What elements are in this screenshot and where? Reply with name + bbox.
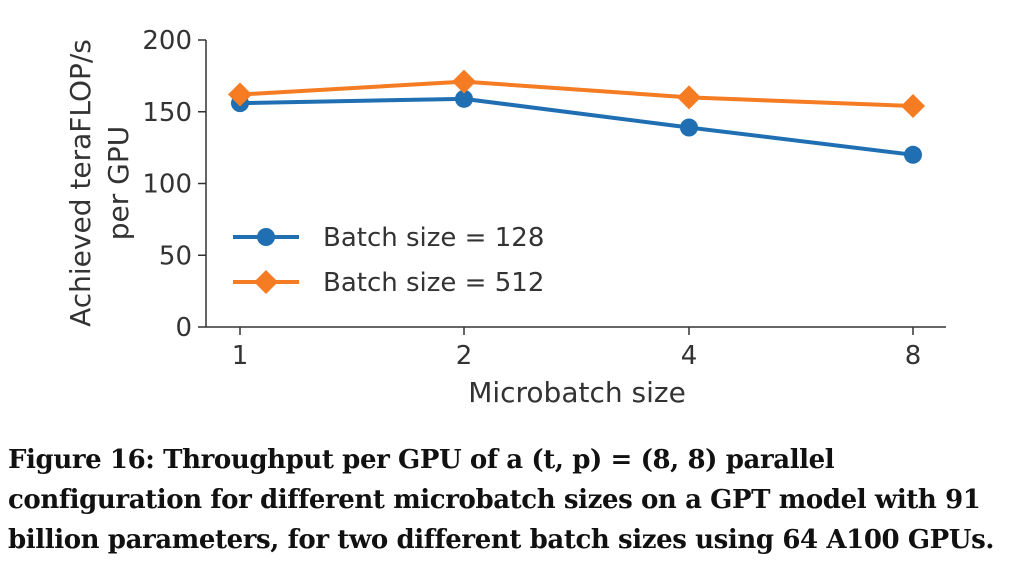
legend: Batch size = 128 Batch size = 512	[233, 223, 544, 298]
series-0-point	[680, 118, 698, 137]
series-1-point	[677, 85, 701, 110]
legend-marker-512	[254, 270, 278, 294]
series-1-point	[452, 69, 476, 94]
series-1-point	[228, 82, 252, 107]
legend-label-128: Batch size = 128	[323, 223, 544, 253]
series-line-1	[239, 79, 914, 109]
x-tick-label: 4	[681, 341, 698, 371]
chart: 0 50 100 150 200 1 2 4 8 Microbatch size Achiev…	[64, 26, 946, 409]
x-tick-label: 8	[905, 341, 922, 371]
x-ticks: 1 2 4 8	[232, 327, 922, 371]
legend-label-512: Batch size = 512	[323, 268, 544, 298]
series-0-point	[904, 145, 922, 164]
x-axis-title: Microbatch size	[468, 376, 686, 409]
y-axis-title-line1: Achieved teraFLOP/s	[64, 39, 97, 327]
x-tick-label: 2	[456, 341, 473, 371]
series-1-point	[901, 94, 925, 119]
y-tick-label: 100	[142, 170, 192, 200]
y-tick-label: 150	[142, 98, 192, 128]
y-axis-title-line2: per GPU	[102, 126, 135, 241]
y-tick-label: 200	[142, 26, 192, 56]
series-0-point	[455, 89, 473, 108]
figure-caption: Figure 16: Throughput per GPU of a (t, p…	[8, 445, 994, 555]
y-tick-label: 50	[159, 241, 192, 271]
series-line-0	[239, 96, 914, 157]
series-layer	[228, 69, 925, 164]
x-tick-label: 1	[232, 341, 249, 371]
legend-marker-128	[257, 228, 275, 246]
y-tick-label: 0	[175, 313, 192, 343]
y-ticks: 0 50 100 150 200	[142, 26, 206, 343]
